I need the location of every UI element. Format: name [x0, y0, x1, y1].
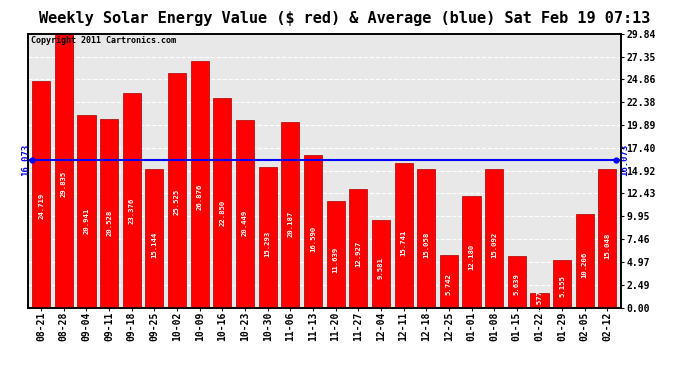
- Text: 20.528: 20.528: [106, 210, 112, 236]
- Text: 20.187: 20.187: [287, 211, 293, 237]
- Bar: [55, 34, 73, 308]
- Bar: [77, 116, 95, 308]
- Text: 22.850: 22.850: [219, 200, 226, 226]
- Bar: [213, 98, 231, 308]
- Text: 5.639: 5.639: [514, 273, 520, 295]
- Bar: [349, 189, 367, 308]
- Text: 16.073: 16.073: [21, 144, 30, 176]
- Bar: [123, 93, 141, 308]
- Bar: [531, 293, 549, 308]
- Bar: [100, 119, 118, 308]
- Bar: [553, 260, 571, 308]
- Text: 15.741: 15.741: [401, 230, 406, 256]
- Text: 20.941: 20.941: [83, 208, 90, 234]
- Text: Weekly Solar Energy Value ($ red) & Average (blue) Sat Feb 19 07:13: Weekly Solar Energy Value ($ red) & Aver…: [39, 11, 651, 26]
- Text: 16.590: 16.590: [310, 226, 316, 252]
- Text: 15.048: 15.048: [604, 232, 611, 258]
- Text: 29.835: 29.835: [61, 171, 67, 198]
- Bar: [395, 163, 413, 308]
- Text: Copyright 2011 Cartronics.com: Copyright 2011 Cartronics.com: [30, 36, 175, 45]
- Text: 12.927: 12.927: [355, 241, 362, 267]
- Text: 10.206: 10.206: [582, 252, 588, 279]
- Text: 9.581: 9.581: [378, 257, 384, 279]
- Text: 16.073: 16.073: [620, 144, 629, 176]
- Bar: [326, 201, 345, 308]
- Text: 26.876: 26.876: [197, 183, 203, 210]
- Bar: [575, 214, 594, 308]
- Bar: [168, 74, 186, 308]
- Bar: [372, 220, 390, 308]
- Bar: [508, 256, 526, 308]
- Text: 11.639: 11.639: [333, 246, 339, 273]
- Bar: [32, 81, 50, 308]
- Bar: [598, 170, 616, 308]
- Bar: [462, 196, 480, 308]
- Text: 5.155: 5.155: [559, 275, 565, 297]
- Bar: [190, 61, 209, 308]
- Bar: [417, 170, 435, 308]
- Text: 25.525: 25.525: [174, 189, 180, 215]
- Text: 23.376: 23.376: [129, 198, 135, 224]
- Bar: [440, 255, 458, 308]
- Bar: [304, 155, 322, 308]
- Text: 5.742: 5.742: [446, 273, 452, 295]
- Text: 15.092: 15.092: [491, 232, 497, 258]
- Bar: [282, 122, 299, 308]
- Bar: [485, 169, 503, 308]
- Text: 15.293: 15.293: [265, 231, 270, 258]
- Text: 12.180: 12.180: [469, 244, 475, 270]
- Bar: [259, 167, 277, 308]
- Text: 1.577: 1.577: [536, 290, 542, 312]
- Text: 15.058: 15.058: [423, 232, 429, 258]
- Bar: [146, 169, 164, 308]
- Text: 15.144: 15.144: [151, 232, 157, 258]
- Bar: [236, 120, 254, 308]
- Text: 24.719: 24.719: [38, 192, 44, 219]
- Text: 20.449: 20.449: [242, 210, 248, 236]
